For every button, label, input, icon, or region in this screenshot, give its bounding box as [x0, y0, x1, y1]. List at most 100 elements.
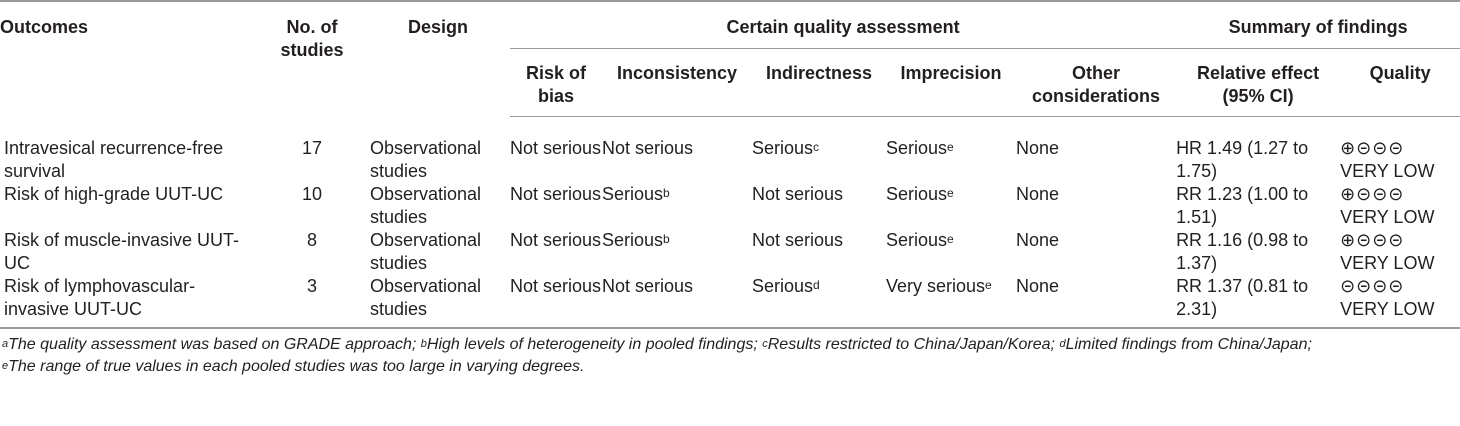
imprecision-cell: Seriouse: [886, 229, 1016, 275]
header-risk-of-bias: Risk of bias: [510, 48, 602, 117]
risk-of-bias-cell: Not serious: [510, 275, 602, 329]
other-considerations-cell: None: [1016, 138, 1060, 158]
footnote-marker: d: [813, 278, 820, 292]
quality-cell: ⊕⊝⊝⊝ VERY LOW: [1340, 183, 1460, 229]
other-considerations-cell: None: [1016, 230, 1060, 250]
outcome-cell: Risk of lymphovascular-invasive UUT-UC: [0, 275, 258, 329]
indirectness-text: Not serious: [752, 184, 844, 204]
quality-label: VERY LOW: [1340, 299, 1435, 319]
inconsistency-cell: Seriousb: [602, 229, 752, 275]
design-cell: Observational studies: [366, 275, 510, 329]
header-relative-effect: Relative effect (95% CI): [1176, 48, 1341, 117]
table-row: Intravesical recurrence-free survival 17…: [0, 117, 1460, 184]
outcome-cell: Risk of high-grade UUT-UC: [4, 184, 224, 204]
footnote-text: Results restricted to China/Japan/Korea;: [767, 336, 1060, 353]
other-considerations-cell: None: [1016, 275, 1177, 329]
table-footnotes: aThe quality assessment was based on GRA…: [0, 329, 1460, 378]
footnote-marker: d: [1059, 338, 1066, 350]
inconsistency-text: Not serious: [602, 276, 694, 296]
design-cell: Observational studies: [370, 137, 482, 181]
header-summary-of-findings: Summary of findings: [1176, 0, 1460, 49]
imprecision-text: Serious: [886, 184, 948, 204]
outcome-cell: Risk of muscle-invasive UUT-UC: [4, 230, 240, 273]
header-no-of-studies-text: No. of studies: [280, 17, 344, 60]
footnote-marker: b: [420, 338, 427, 350]
indirectness-text: Serious: [752, 138, 814, 158]
footnote-text: High levels of heterogeneity in pooled f…: [426, 336, 763, 353]
header-no-of-studies: No. of studies: [258, 0, 366, 117]
footnote-marker: b: [663, 186, 670, 200]
quality-cell: ⊝⊝⊝⊝ VERY LOW: [1340, 275, 1460, 329]
imprecision-cell: Very seriouse: [886, 275, 1016, 329]
footnote-text: Limited findings from China/Japan;: [1065, 336, 1312, 353]
relative-effect-cell: HR 1.49 (1.27 to 1.75): [1176, 138, 1309, 181]
imprecision-cell: Seriouse: [886, 183, 1016, 229]
studies-cell: 3: [258, 275, 366, 329]
quality-symbols: ⊕⊝⊝⊝: [1340, 184, 1405, 204]
indirectness-cell: Not serious: [752, 183, 886, 229]
imprecision-text: Serious: [886, 138, 948, 158]
header-quality: Quality: [1340, 48, 1460, 117]
table-row: Risk of high-grade UUT-UC 10 Observation…: [0, 183, 1460, 229]
risk-of-bias-cell: Not serious: [510, 184, 602, 204]
quality-symbols: ⊕⊝⊝⊝: [1340, 138, 1405, 158]
table-header: Outcomes No. of studies Design Certain q…: [0, 0, 1460, 117]
inconsistency-text: Serious: [602, 184, 664, 204]
quality-cell: ⊕⊝⊝⊝ VERY LOW: [1340, 117, 1460, 184]
footnote-marker: a: [2, 338, 9, 350]
quality-cell: ⊕⊝⊝⊝ VERY LOW: [1340, 229, 1460, 275]
risk-of-bias-cell: Not serious: [510, 138, 602, 158]
indirectness-cell: Not serious: [752, 229, 886, 275]
header-imprecision: Imprecision: [886, 48, 1016, 117]
quality-label: VERY LOW: [1340, 253, 1435, 273]
footnote-marker: e: [947, 140, 954, 154]
header-inconsistency: Inconsistency: [602, 48, 752, 117]
design-cell: Observational studies: [370, 184, 482, 227]
header-design: Design: [366, 0, 510, 117]
other-considerations-cell: None: [1016, 184, 1060, 204]
risk-of-bias-cell: Not serious: [510, 230, 602, 250]
outcome-cell: Intravesical recurrence-free survival: [4, 137, 224, 181]
inconsistency-cell: Not serious: [602, 275, 752, 329]
footnote-marker: c: [762, 338, 768, 350]
imprecision-cell: Seriouse: [886, 117, 1016, 184]
grade-evidence-table: Outcomes No. of studies Design Certain q…: [0, 0, 1460, 329]
table-body: Intravesical recurrence-free survival 17…: [0, 117, 1460, 329]
table-row: Risk of muscle-invasive UUT-UC 8 Observa…: [0, 229, 1460, 275]
relative-effect-cell: RR 1.23 (1.00 to 1.51): [1176, 184, 1309, 227]
studies-cell: 10: [301, 184, 323, 204]
footnote-marker: e: [947, 186, 954, 200]
inconsistency-text: Serious: [602, 230, 664, 250]
indirectness-cell: Seriousd: [752, 275, 886, 329]
header-other-considerations: Other considerations: [1016, 48, 1177, 117]
footnote-marker: c: [813, 140, 820, 154]
quality-label: VERY LOW: [1340, 161, 1435, 181]
indirectness-cell: Seriousc: [752, 117, 886, 184]
quality-label: VERY LOW: [1340, 207, 1435, 227]
table-row: Risk of lymphovascular-invasive UUT-UC 3…: [0, 275, 1460, 329]
footnote-marker: e: [947, 232, 954, 246]
inconsistency-text: Not serious: [602, 138, 694, 158]
footnote-marker: e: [985, 278, 992, 292]
imprecision-text: Very serious: [886, 276, 986, 296]
footnote-text: The range of true values in each pooled …: [8, 358, 585, 375]
studies-cell: 8: [306, 230, 317, 250]
header-outcomes: Outcomes: [0, 0, 258, 117]
inconsistency-cell: Seriousb: [602, 183, 752, 229]
relative-effect-cell: RR 1.16 (0.98 to 1.37): [1176, 230, 1309, 273]
quality-symbols: ⊕⊝⊝⊝: [1340, 230, 1405, 250]
grade-table-container: Outcomes No. of studies Design Certain q…: [0, 0, 1460, 378]
design-cell: Observational studies: [370, 230, 482, 273]
footnote-marker: e: [2, 360, 9, 372]
inconsistency-cell: Not serious: [602, 117, 752, 184]
footnote-text: The quality assessment was based on GRAD…: [8, 336, 421, 353]
indirectness-text: Serious: [752, 276, 814, 296]
footnote-marker: b: [663, 232, 670, 246]
imprecision-text: Serious: [886, 230, 948, 250]
header-indirectness: Indirectness: [752, 48, 886, 117]
indirectness-text: Not serious: [752, 230, 844, 250]
quality-symbols: ⊝⊝⊝⊝: [1340, 276, 1405, 296]
header-certain-quality-assessment: Certain quality assessment: [510, 0, 1177, 49]
relative-effect-cell: RR 1.37 (0.81 to 2.31): [1176, 275, 1341, 329]
studies-cell: 17: [301, 137, 323, 158]
